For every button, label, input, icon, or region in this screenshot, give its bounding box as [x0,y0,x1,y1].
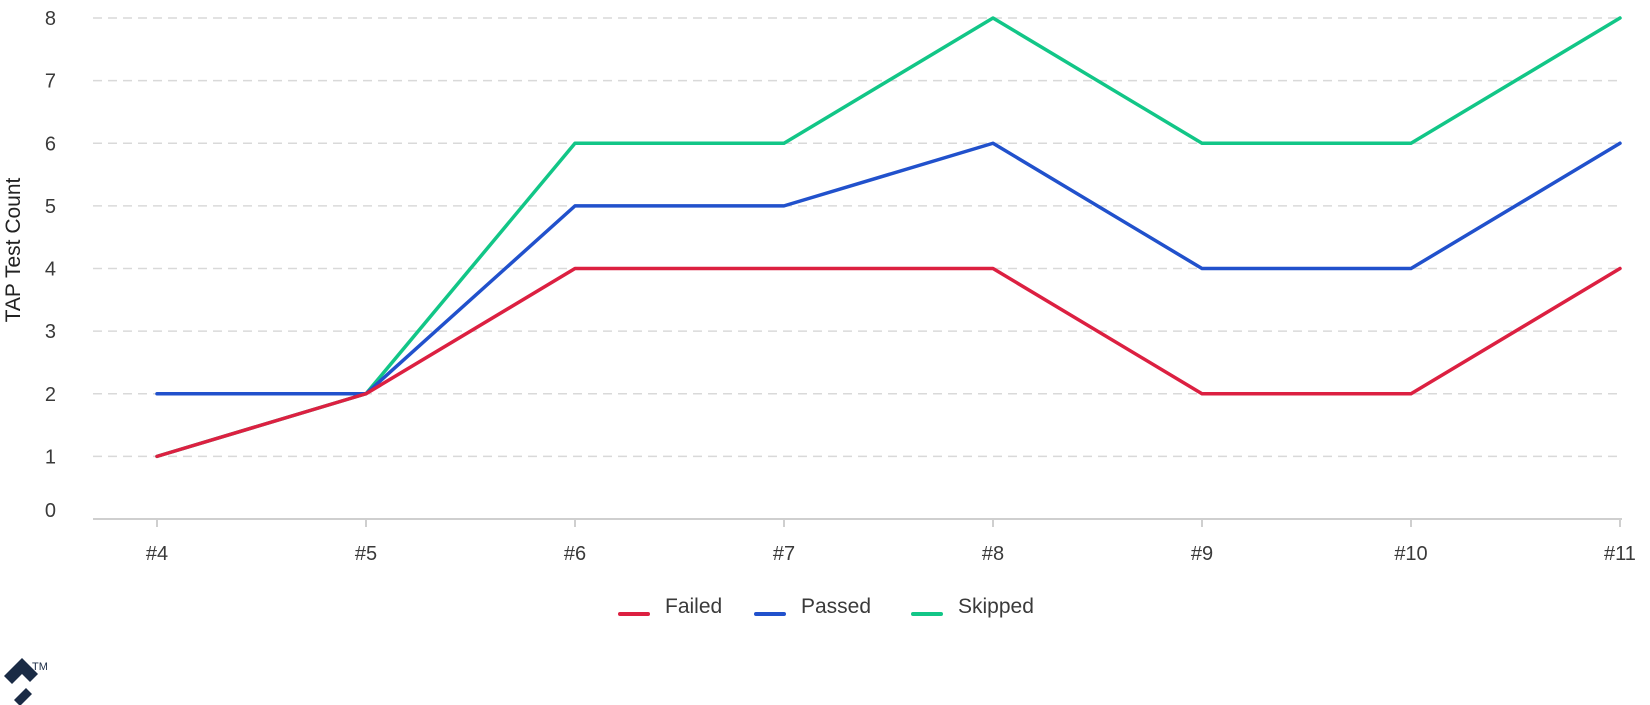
x-tick-label: #9 [1191,543,1213,565]
x-tick-label: #8 [982,543,1004,565]
y-tick-label: 8 [45,8,56,30]
grid-lines [93,17,1620,458]
y-tick-label: 0 [45,500,56,522]
x-tick-label: #5 [355,543,377,565]
y-tick-label: 6 [45,133,56,155]
y-axis-title: TAP Test Count [2,177,25,322]
y-tick-label: 1 [45,446,56,468]
y-tick-label: 7 [45,71,56,93]
x-tick-label: #6 [564,543,586,565]
y-tick-label: 3 [45,321,56,343]
x-tick-label: #11 [1604,543,1636,565]
series-line-failed [155,266,1622,459]
y-tick-label: 4 [45,259,56,281]
series-lines [155,16,1622,459]
legend-label-skipped: Skipped [958,595,1034,618]
toptal-logo-icon: TM [4,658,48,705]
series-line-passed [155,141,1622,396]
legend-label-passed: Passed [801,595,871,618]
axes: 0 1 2 3 4 5 6 7 8 #4 #5 #6 #7 #8 #9 #10 #11 TAP Test Coun… [2,8,1636,565]
y-tick-label: 2 [45,384,56,406]
y-tick-label: 5 [45,196,56,218]
trademark-label: TM [32,661,48,673]
series-line-skipped [155,16,1622,459]
legend: Failed Passed Skipped [618,595,1034,618]
legend-label-failed: Failed [665,595,722,618]
logo-mark [4,658,38,705]
x-tick-label: #7 [773,543,795,565]
x-tick-label: #4 [146,543,168,565]
x-tick-label: #10 [1394,543,1427,565]
